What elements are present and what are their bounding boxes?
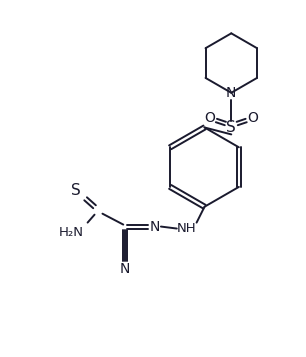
Text: N: N <box>120 262 130 276</box>
Text: O: O <box>248 111 259 125</box>
Text: O: O <box>204 111 215 125</box>
Text: N: N <box>150 220 160 233</box>
Text: S: S <box>71 183 80 198</box>
Text: S: S <box>226 120 236 135</box>
Text: N: N <box>226 86 237 100</box>
Text: NH: NH <box>177 222 196 235</box>
Text: H₂N: H₂N <box>59 226 84 239</box>
